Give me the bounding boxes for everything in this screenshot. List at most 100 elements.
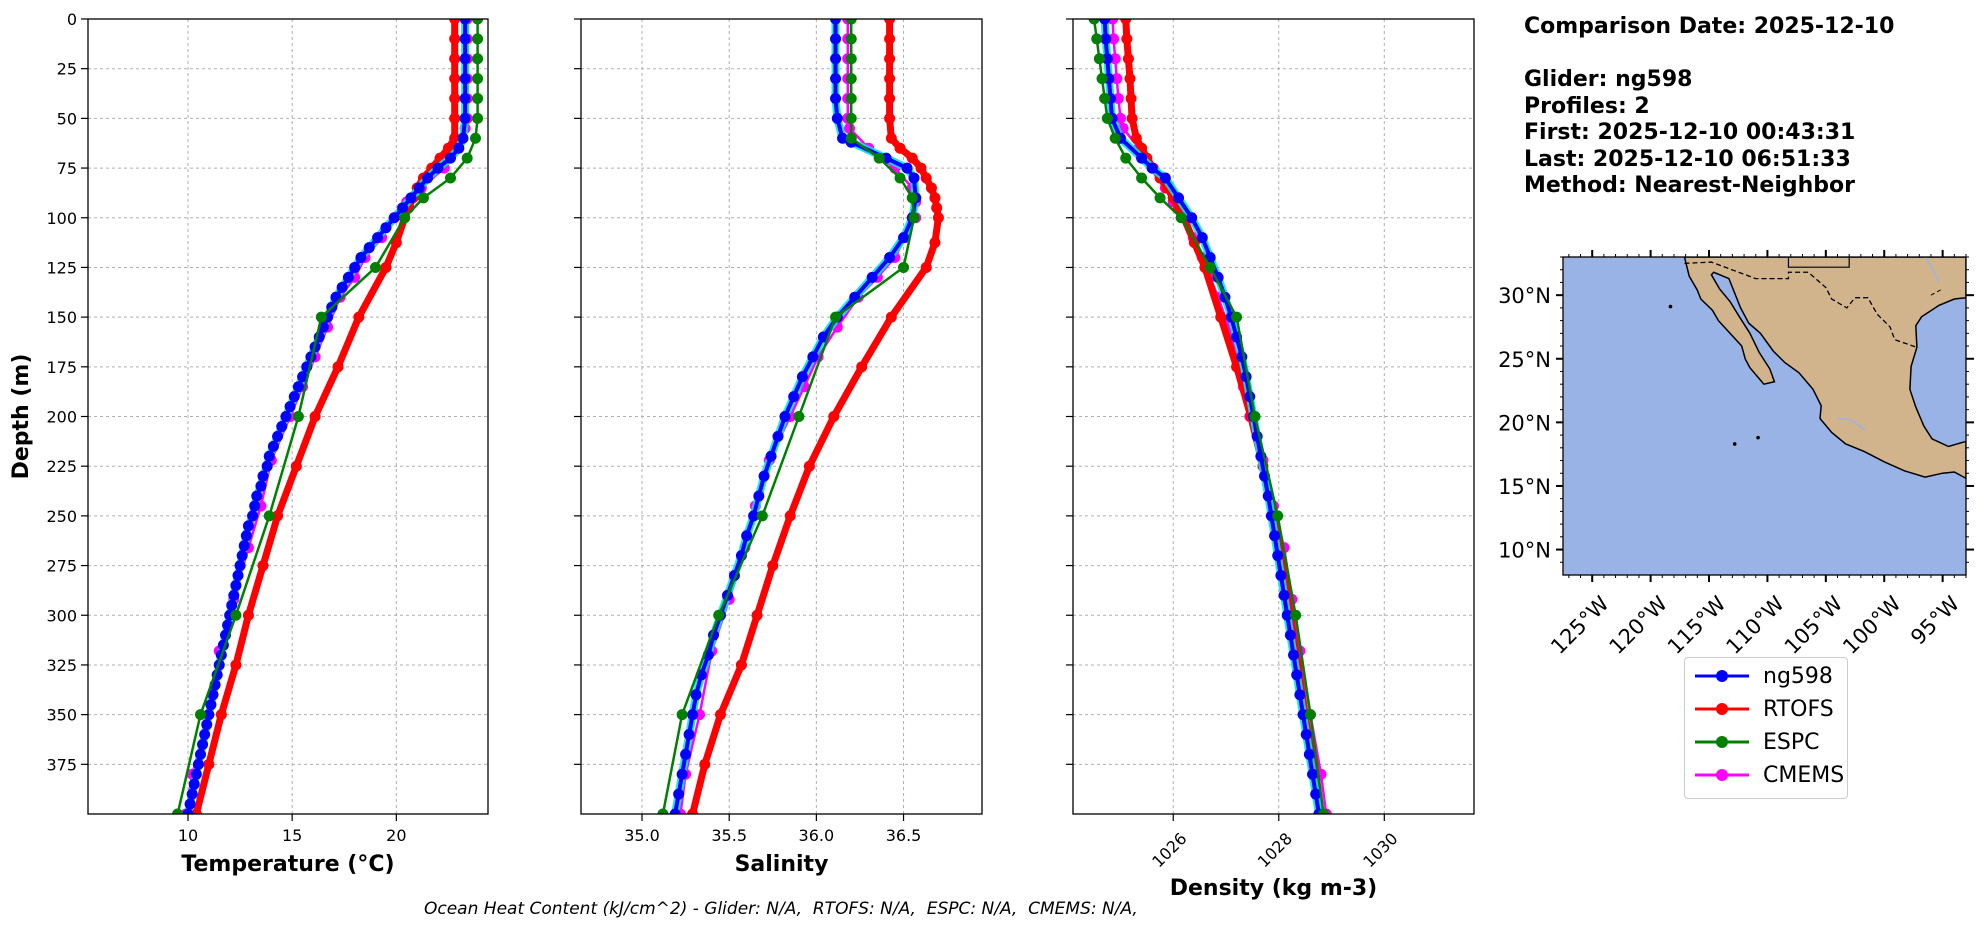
point-ng598 — [673, 788, 685, 800]
point-rtofs — [803, 460, 815, 472]
point-ng598 — [866, 271, 878, 283]
y-axis-label: Depth (m) — [9, 354, 34, 480]
point-ng598 — [1101, 53, 1113, 65]
point-ng598 — [1100, 33, 1112, 45]
point-ng598 — [459, 19, 471, 25]
series-group — [172, 19, 484, 814]
point-ng598 — [251, 490, 263, 502]
point-espc — [417, 192, 429, 204]
point-rtofs — [230, 659, 242, 671]
point-espc — [1204, 261, 1216, 273]
map-lon-label: 95°W — [1906, 591, 1964, 649]
point-ng598 — [205, 699, 217, 711]
point-ng598 — [195, 748, 206, 760]
point-ng598 — [388, 212, 400, 224]
point-espc — [845, 73, 857, 85]
point-rtofs — [699, 758, 711, 770]
y-tick-label: 75 — [57, 159, 77, 178]
point-ng598 — [276, 420, 288, 432]
point-espc — [713, 609, 725, 621]
point-ng598 — [261, 460, 273, 472]
y-tick-label: 250 — [46, 507, 77, 526]
point-rtofs — [190, 808, 202, 814]
point-rtofs — [920, 261, 932, 273]
legend-item-espc: ESPC — [1693, 728, 1843, 758]
point-ng598 — [788, 391, 800, 403]
y-tick-label: 100 — [46, 209, 77, 228]
point-rtofs — [1215, 311, 1227, 323]
lake-chapala — [1837, 417, 1866, 431]
point-ng598 — [830, 93, 842, 104]
point-ng598 — [207, 689, 219, 701]
point-rtofs — [920, 172, 932, 184]
x-tick-label: 15 — [282, 826, 302, 845]
point-rtofs — [449, 53, 461, 65]
legend-swatch — [1695, 769, 1749, 781]
point-ng598 — [1262, 490, 1274, 502]
point-ng598 — [459, 73, 471, 85]
y-tick-label: 350 — [46, 706, 77, 725]
point-ng598 — [372, 232, 384, 244]
point-ng598 — [342, 271, 354, 283]
series-group — [1088, 19, 1332, 814]
point-ng598 — [336, 281, 348, 293]
island — [1756, 435, 1760, 440]
point-cmems — [1111, 73, 1123, 85]
point-espc — [845, 19, 857, 25]
x-tick-label: 35.5 — [711, 826, 747, 845]
last-time: Last: 2025-12-10 06:51:33 — [1524, 146, 1851, 172]
point-espc — [292, 411, 304, 422]
point-ng598 — [1300, 729, 1312, 740]
panel-1: 0 25 50 75 100 125 150 175 200 225 250 275 300 325 350… — [9, 10, 489, 877]
point-rtofs — [929, 237, 941, 249]
point-ng598 — [184, 798, 196, 810]
legend-label: RTOFS — [1763, 697, 1834, 722]
point-espc — [315, 311, 327, 323]
point-ng598 — [1294, 689, 1306, 701]
map-inset: 30°N 25°N 20°N 15°N 10°N 125°W120°W115°W110°W… — [1498, 250, 1974, 659]
map-lon-label: 100°W — [1838, 591, 1906, 659]
point-espc — [1099, 93, 1111, 104]
point-ng598 — [459, 33, 471, 45]
point-ng598 — [669, 808, 681, 814]
point-ng598 — [676, 768, 688, 780]
point-ng598 — [284, 401, 296, 413]
legend-label: ng598 — [1763, 664, 1833, 689]
x-tick-label: 10 — [178, 826, 198, 845]
point-ng598 — [683, 729, 695, 740]
point-espc — [472, 19, 484, 25]
point-ng598 — [748, 510, 760, 522]
point-espc — [445, 172, 456, 184]
point-espc — [1091, 33, 1103, 45]
island — [1668, 304, 1673, 309]
point-ng598 — [758, 470, 770, 482]
point-espc — [756, 510, 768, 522]
point-espc — [657, 808, 669, 814]
point-rtofs — [290, 460, 302, 472]
point-espc — [472, 73, 484, 85]
point-rtofs — [932, 212, 944, 224]
point-ng598 — [397, 202, 409, 214]
point-ng598 — [188, 778, 200, 790]
point-ng598 — [741, 530, 753, 542]
point-espc — [1231, 311, 1243, 323]
map-lat-label: 10°N — [1498, 539, 1551, 563]
legend-item-ng598: ng598 — [1693, 662, 1843, 692]
point-rtofs — [884, 93, 896, 104]
point-rtofs — [714, 709, 726, 721]
point-rtofs — [735, 659, 747, 671]
point-espc — [1136, 172, 1148, 184]
point-cmems — [843, 122, 855, 134]
state-border — [1787, 257, 1850, 268]
point-ng598 — [288, 391, 300, 403]
map-lon-label: 115°W — [1663, 591, 1731, 659]
point-espc — [908, 212, 920, 224]
point-rtofs — [1121, 33, 1133, 45]
point-espc — [845, 53, 857, 65]
series-line-rtofs — [192, 19, 459, 814]
point-ng598 — [192, 758, 204, 770]
point-espc — [1272, 510, 1284, 522]
legend-swatch — [1695, 703, 1749, 715]
map-lon-label: 125°W — [1546, 591, 1614, 659]
y-tick-label: 225 — [46, 457, 77, 476]
